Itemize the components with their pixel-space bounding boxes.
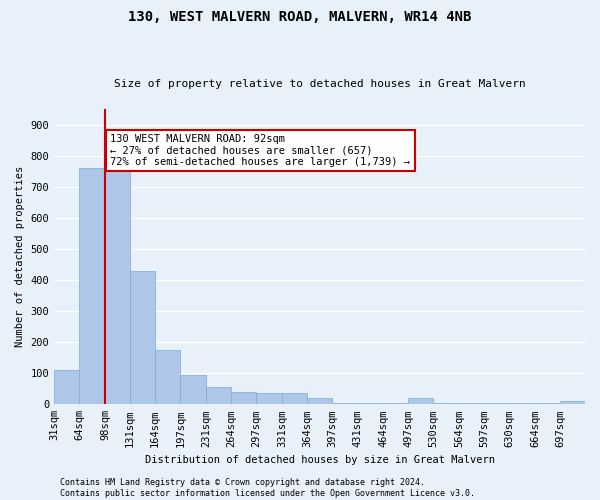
- Text: 130 WEST MALVERN ROAD: 92sqm
← 27% of detached houses are smaller (657)
72% of s: 130 WEST MALVERN ROAD: 92sqm ← 27% of de…: [110, 134, 410, 168]
- Bar: [509, 403, 535, 404]
- Title: Size of property relative to detached houses in Great Malvern: Size of property relative to detached ho…: [114, 79, 526, 89]
- Bar: [307, 398, 332, 404]
- Bar: [206, 387, 231, 404]
- Text: Contains HM Land Registry data © Crown copyright and database right 2024.
Contai: Contains HM Land Registry data © Crown c…: [60, 478, 475, 498]
- Bar: [155, 350, 180, 405]
- Bar: [332, 403, 358, 404]
- Bar: [180, 375, 206, 404]
- Bar: [433, 403, 459, 404]
- Bar: [358, 403, 383, 404]
- Bar: [383, 403, 408, 404]
- Bar: [282, 392, 307, 404]
- Bar: [408, 398, 433, 404]
- Bar: [79, 168, 105, 404]
- Bar: [560, 401, 585, 404]
- Bar: [459, 403, 484, 404]
- Y-axis label: Number of detached properties: Number of detached properties: [15, 166, 25, 348]
- X-axis label: Distribution of detached houses by size in Great Malvern: Distribution of detached houses by size …: [145, 455, 494, 465]
- Bar: [256, 392, 282, 404]
- Bar: [484, 403, 509, 404]
- Bar: [105, 144, 130, 404]
- Bar: [54, 370, 79, 404]
- Bar: [231, 392, 256, 404]
- Bar: [130, 270, 155, 404]
- Text: 130, WEST MALVERN ROAD, MALVERN, WR14 4NB: 130, WEST MALVERN ROAD, MALVERN, WR14 4N…: [128, 10, 472, 24]
- Bar: [535, 403, 560, 404]
